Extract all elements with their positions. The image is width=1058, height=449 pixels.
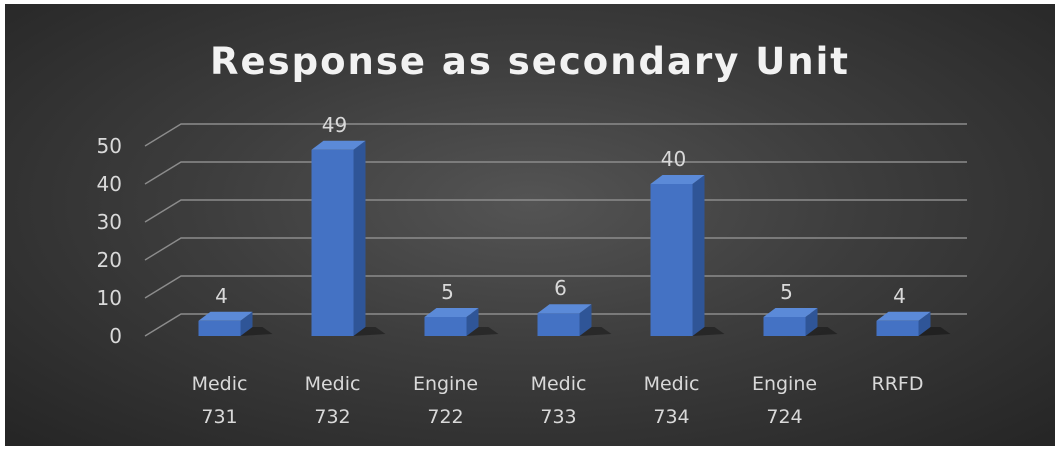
bar-side xyxy=(805,308,818,336)
bar-front xyxy=(876,320,919,336)
bars: 4 49 5 6 40 5 4 xyxy=(198,113,951,336)
x-category-label: 724 xyxy=(766,406,802,428)
y-tick-label: 10 xyxy=(97,286,122,310)
bar-top xyxy=(650,175,705,184)
gridline xyxy=(144,313,967,337)
bar-top xyxy=(876,311,931,321)
x-category-label: Medic xyxy=(192,373,248,395)
gridline xyxy=(144,275,967,299)
gridline xyxy=(144,199,967,223)
x-category-label: Medic xyxy=(305,373,361,395)
y-tick-label: 20 xyxy=(97,248,122,272)
bar-top xyxy=(198,311,253,321)
data-label: 40 xyxy=(661,147,686,171)
x-category-label: 734 xyxy=(653,406,689,428)
gridline xyxy=(144,161,967,185)
x-category-label: Medic xyxy=(644,373,700,395)
y-tick-label: 50 xyxy=(97,134,122,158)
bar-side xyxy=(918,311,931,336)
data-label: 4 xyxy=(893,284,906,308)
data-label: 4 xyxy=(215,284,228,308)
x-category-label: 731 xyxy=(201,406,237,428)
bar xyxy=(311,140,386,336)
bar-front xyxy=(763,317,806,336)
y-tick-label: 40 xyxy=(97,172,122,196)
bar-top xyxy=(311,140,366,150)
bar-front xyxy=(424,317,467,336)
x-category-label: 732 xyxy=(314,406,350,428)
gridline xyxy=(144,237,967,261)
data-label: 5 xyxy=(780,280,793,304)
x-category-label: 722 xyxy=(427,406,463,428)
data-label: 6 xyxy=(554,276,567,300)
x-category-label: 733 xyxy=(540,406,576,428)
bar xyxy=(424,308,499,336)
bar xyxy=(537,304,612,336)
bar-top xyxy=(537,304,592,314)
y-tick-label: 0 xyxy=(109,324,122,348)
x-category-label: RRFD xyxy=(872,373,924,395)
x-axis: Medic 731 Medic 732 Engine 722 Medic 733 Medic 73… xyxy=(192,373,924,428)
bar xyxy=(763,308,838,336)
bar-top xyxy=(424,308,479,317)
y-axis: 0 10 20 30 40 50 xyxy=(97,134,122,348)
gridline xyxy=(144,123,967,147)
bar-front xyxy=(198,320,241,336)
bar-front xyxy=(537,313,580,336)
bar xyxy=(876,311,951,336)
y-tick-label: 30 xyxy=(97,210,122,234)
data-label: 49 xyxy=(322,113,347,137)
x-category-label: Engine xyxy=(413,373,478,395)
bar xyxy=(650,175,725,336)
gridlines xyxy=(144,123,967,337)
x-category-label: Medic xyxy=(531,373,587,395)
bar-top xyxy=(763,308,818,317)
data-label: 5 xyxy=(441,280,454,304)
bar-side xyxy=(692,175,705,336)
chart-frame: Response as secondary Unit 0 10 20 30 40 50 4 4… xyxy=(5,4,1055,446)
bar-front xyxy=(311,149,354,336)
bar xyxy=(198,311,273,336)
bar-front xyxy=(650,184,693,336)
bar-side xyxy=(579,304,592,336)
chart-plot: 0 10 20 30 40 50 4 49 5 6 40 5 4 Medic 731 Medic 732 Engi… xyxy=(97,113,967,428)
bar-side xyxy=(240,311,253,336)
bar-side xyxy=(353,140,366,336)
chart-title: Response as secondary Unit xyxy=(210,40,850,83)
x-category-label: Engine xyxy=(752,373,817,395)
bar-side xyxy=(466,308,479,336)
